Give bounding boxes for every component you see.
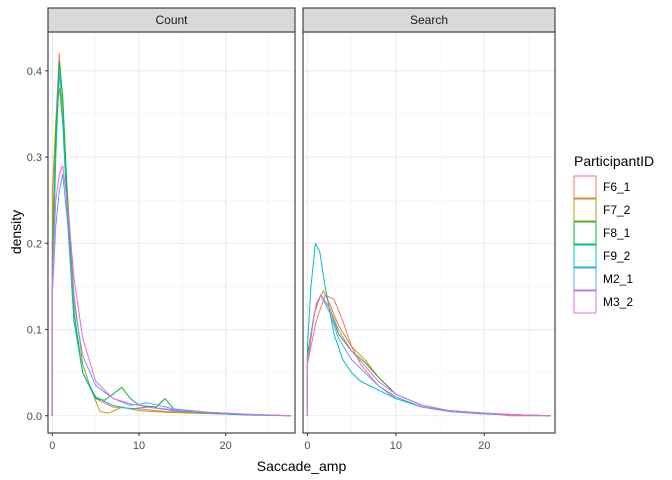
x-tick-label-0: 0: [304, 440, 310, 452]
legend-item-m3-2: M3_2: [573, 290, 633, 314]
legend-item-f7-2: F7_2: [573, 198, 631, 222]
legend-label: M3_2: [603, 295, 633, 309]
series-line-m3-2: [51, 165, 291, 417]
legend-key: [573, 290, 597, 314]
legend-key: [573, 267, 597, 291]
strip-background: [47, 7, 296, 33]
panel-background: [48, 32, 295, 433]
legend-label: F8_1: [603, 226, 631, 240]
legend-item-f6-1: F6_1: [573, 175, 631, 199]
y-tick-label-4: 0.4: [27, 66, 42, 78]
legend-key: [573, 175, 597, 199]
strip-label-count: Count: [155, 13, 188, 27]
x-tick-label-1: 10: [133, 440, 145, 452]
panel-search: Search 0 10 20: [302, 7, 556, 452]
legend-title: ParticipantID: [574, 153, 654, 169]
legend-key: [573, 198, 597, 222]
x-tick-label-2: 20: [478, 440, 490, 452]
legend-item-m2-1: M2_1: [573, 267, 633, 291]
x-tick-label-1: 10: [390, 440, 402, 452]
y-tick-label-0: 0.0: [27, 411, 42, 423]
legend-label: F9_2: [603, 249, 631, 263]
x-tick-label-2: 20: [220, 440, 232, 452]
y-tick-label-2: 0.2: [27, 238, 42, 250]
series-line-m3-2: [306, 294, 551, 417]
x-tick-label-0: 0: [49, 440, 55, 452]
legend-label: F6_1: [603, 180, 631, 194]
strip-background: [302, 7, 556, 33]
y-axis-title: density: [8, 210, 24, 254]
x-axis-title: Saccade_amp: [257, 458, 347, 474]
legend-label: F7_2: [603, 203, 631, 217]
legend-key: [573, 221, 597, 245]
panel-count: Count 0 10 20: [47, 7, 296, 452]
legend-label: M2_1: [603, 272, 633, 286]
legend-item-f9-2: F9_2: [573, 244, 631, 268]
y-tick-label-1: 0.1: [27, 325, 42, 337]
legend-key: [573, 244, 597, 268]
panel-background: [303, 32, 555, 433]
legend-item-f8-1: F8_1: [573, 221, 631, 245]
legend: ParticipantID F6_1 F7_2 F8_1 F9_2 M2_1 M3_2: [573, 153, 654, 314]
series-line-f9-2: [51, 70, 291, 417]
strip-label-search: Search: [410, 13, 448, 27]
y-tick-label-3: 0.3: [27, 152, 42, 164]
